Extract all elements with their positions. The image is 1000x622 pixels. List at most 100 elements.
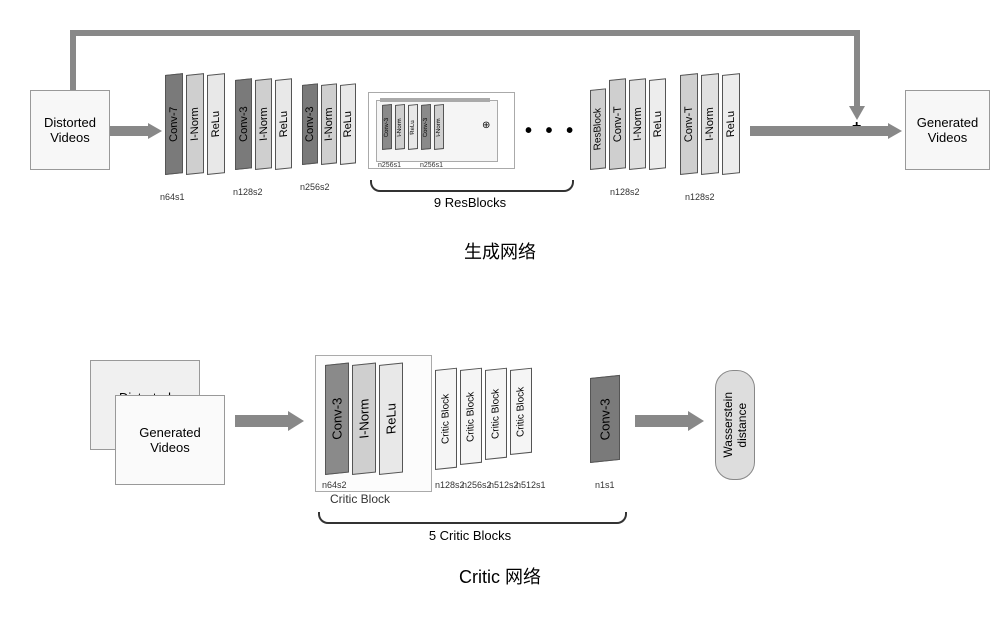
layer-label: Conv-7 (168, 106, 180, 143)
cblock-sub: n512s2 (489, 480, 519, 490)
critic-arrow-in-head (288, 411, 304, 431)
critic-brace (318, 512, 627, 524)
layer-label: ReLu (725, 110, 737, 138)
critic-arrow-out-head (688, 411, 704, 431)
critic-output-label: Wasserstein distance (721, 392, 749, 458)
generator-section: Distorted Videos + Conv-7I-NormReLu n64s… (20, 20, 980, 290)
cblock-sub: n256s2 (462, 480, 492, 490)
layer-label: ReLu (652, 110, 664, 138)
layer-label: I-Norm (357, 398, 372, 439)
gen-g3-sub: n256s2 (300, 182, 330, 192)
layer-critic block: Critic Block (460, 370, 482, 465)
arrow-out-head (888, 123, 902, 139)
layer-label: ReLu (342, 110, 354, 138)
layer-label: ReLu (278, 110, 290, 138)
layer-label: ReLu (410, 119, 416, 134)
layer-i-norm: I-Norm (186, 75, 204, 175)
layer-label: I-Norm (258, 107, 270, 142)
layer-label: Conv-3 (384, 117, 390, 137)
arrow-out (750, 126, 890, 136)
layer-conv-3: Conv-3 (325, 365, 349, 475)
gen-input-label: Distorted Videos (44, 115, 96, 145)
layer-label: I-Norm (632, 107, 644, 142)
layer-label: I-Norm (189, 107, 201, 142)
layer-critic block: Critic Block (435, 370, 457, 470)
critic-final: Conv-3 (590, 378, 623, 463)
layer-relu: ReLu (379, 365, 403, 475)
layer-label: Conv-3 (238, 106, 250, 143)
layer-critic block: Critic Block (510, 370, 532, 455)
layer-label: Conv-3 (304, 106, 316, 143)
crit-g1-sub: n64s2 (322, 480, 347, 490)
layer-conv-3: Conv-3 (235, 80, 252, 170)
critic-inputs: Distorted Videos Generated Videos (90, 360, 220, 480)
gen-group3: Conv-3 I-Norm ReLu (302, 85, 359, 165)
layer-label: I-Norm (397, 117, 403, 136)
layer-relu: ReLu (207, 75, 225, 175)
gen-r2-sub: n128s2 (685, 192, 715, 202)
res-sub2: n256s1 (420, 162, 443, 169)
layer-i-norm: I-Norm (629, 80, 646, 170)
gen-caption: 生成网络 (20, 238, 980, 264)
layer-relu: ReLu (722, 75, 740, 175)
arrow-in (110, 126, 150, 136)
layer-relu: ReLu (275, 80, 292, 170)
cblock-sub: n512s1 (516, 480, 546, 490)
gen-group-r1: ResBlockConv-TI-NormReLu (590, 80, 669, 170)
critic-output: Wasserstein distance (715, 370, 755, 480)
critic-input2-label: Generated Videos (139, 425, 200, 455)
layer-i-norm: I-Norm (701, 75, 719, 175)
gen-output-label: Generated Videos (917, 115, 978, 145)
layer-relu: ReLu (408, 105, 418, 150)
layer-conv-t: Conv-T (680, 75, 698, 175)
critic-arrow-in (235, 415, 290, 427)
layer-conv-3: Conv-3 (590, 378, 620, 463)
gen-g1-sub: n64s1 (160, 192, 185, 202)
layer-label: ResBlock (593, 107, 604, 150)
layer-label: Critic Block (516, 386, 527, 437)
cblock-sub: n128s2 (435, 480, 465, 490)
layer-label: ReLu (384, 402, 399, 435)
res-sub1: n256s1 (378, 162, 401, 169)
resblocks-label: 9 ResBlocks (370, 195, 570, 210)
gen-group2: Conv-3 I-Norm ReLu (235, 80, 295, 170)
res-skip-top (380, 98, 490, 102)
critic-brace-label: 5 Critic Blocks (370, 528, 570, 543)
layer-relu: ReLu (340, 85, 356, 165)
critic-arrow-out (635, 415, 690, 427)
layer-conv-7: Conv-7 (165, 75, 183, 175)
gen-group1: Conv-7 I-Norm ReLu (165, 75, 228, 175)
gen-g2-sub: n128s2 (233, 187, 263, 197)
layer-i-norm: I-Norm (321, 85, 337, 165)
critic-block-label: Critic Block (330, 492, 390, 506)
ellipsis: • • • (525, 120, 577, 143)
gen-group-r2: Conv-T I-Norm ReLu (680, 75, 743, 175)
critic-blocks: Critic Block Critic Block Critic Block Crit… (435, 370, 535, 470)
layer-label: Conv-T (683, 105, 695, 142)
arrow-in-head (148, 123, 162, 139)
layer-resblock: ResBlock (590, 90, 606, 170)
skip-up (70, 30, 76, 90)
critic-group1: Conv-3 I-Norm ReLu (325, 365, 406, 475)
layer-i-norm: I-Norm (395, 105, 405, 150)
layer-label: I-Norm (323, 107, 335, 142)
critic-caption: Critic 网络 (20, 563, 980, 589)
layer-i-norm: I-Norm (352, 365, 376, 475)
gen-input-box: Distorted Videos (30, 90, 110, 170)
layer-i-norm: I-Norm (255, 80, 272, 170)
layer-label: Critic Block (441, 393, 452, 444)
gen-r1-sub: n128s2 (610, 187, 640, 197)
layer-conv-3: Conv-3 (421, 105, 431, 150)
skip-across (70, 30, 860, 36)
critic-section: Distorted Videos Generated Videos Critic… (20, 330, 980, 610)
skip-down (854, 30, 860, 108)
layer-label: Conv-3 (423, 117, 429, 137)
layer-label: I-Norm (436, 117, 442, 136)
layer-label: Conv-3 (330, 397, 345, 440)
critic-input2: Generated Videos (115, 395, 225, 485)
layer-conv-3: Conv-3 (382, 105, 392, 150)
resblocks-brace (370, 180, 574, 192)
layer-label: Critic Block (491, 388, 502, 439)
res-plus: ⊕ (482, 120, 490, 131)
layer-relu: ReLu (649, 80, 666, 170)
